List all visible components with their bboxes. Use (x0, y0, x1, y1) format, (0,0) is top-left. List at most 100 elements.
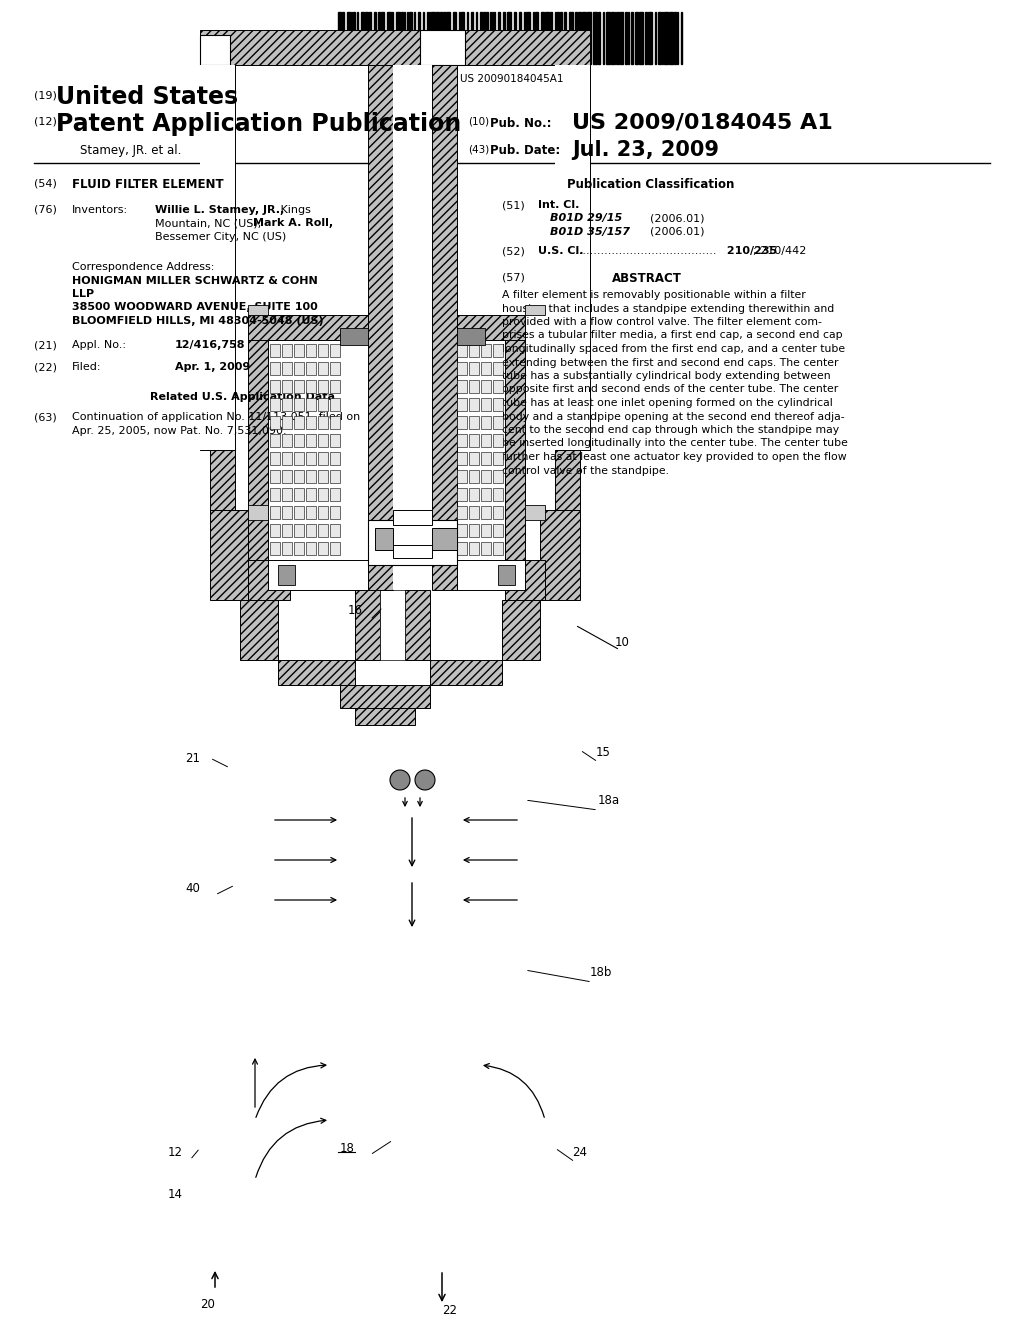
Bar (282, 380, 292, 393)
Bar (493, 399, 503, 411)
Text: US 20090184045A1: US 20090184045A1 (460, 74, 564, 84)
Bar (457, 543, 467, 554)
Text: (51): (51) (502, 201, 524, 210)
Text: US 2009/0184045 A1: US 2009/0184045 A1 (572, 112, 833, 132)
Text: B01D 35/157: B01D 35/157 (550, 227, 630, 238)
Bar (578, 12, 581, 63)
Bar (457, 488, 467, 502)
Bar (430, 660, 502, 685)
Text: (12): (12) (34, 117, 57, 127)
Bar (294, 380, 304, 393)
Bar (393, 65, 432, 590)
Text: control valve of the standpipe.: control valve of the standpipe. (502, 466, 669, 475)
Bar (318, 451, 328, 465)
Bar (282, 416, 292, 429)
Bar (469, 362, 479, 375)
Bar (361, 12, 364, 63)
Bar (431, 12, 435, 63)
Text: (2006.01): (2006.01) (650, 227, 705, 238)
Text: B01D 29/15: B01D 29/15 (550, 214, 623, 223)
Bar (469, 470, 479, 483)
Bar (457, 362, 467, 375)
Bar (330, 451, 340, 465)
Bar (483, 12, 485, 63)
Text: extending between the first and second end caps. The center: extending between the first and second e… (502, 358, 839, 367)
Bar (440, 12, 442, 63)
Bar (502, 601, 540, 660)
Bar (535, 12, 538, 63)
Text: (76): (76) (34, 205, 57, 215)
Bar (210, 510, 248, 601)
Bar (493, 362, 503, 375)
Bar (457, 345, 467, 356)
Bar (340, 685, 430, 708)
Bar (306, 362, 316, 375)
Text: 12: 12 (168, 1146, 183, 1159)
Text: 15: 15 (596, 746, 611, 759)
Text: LLP: LLP (72, 289, 94, 300)
Bar (248, 305, 268, 315)
Text: Kings: Kings (278, 205, 311, 215)
Bar (598, 12, 600, 63)
Bar (481, 434, 490, 447)
Bar (381, 12, 384, 63)
Bar (318, 543, 328, 554)
Bar (541, 12, 544, 63)
Text: be inserted longitudinally into the center tube. The center tube: be inserted longitudinally into the cent… (502, 438, 848, 449)
Bar (306, 434, 316, 447)
Text: ........................................: ........................................ (568, 246, 717, 256)
Bar (270, 345, 280, 356)
Bar (200, 30, 590, 65)
Bar (210, 450, 234, 510)
Circle shape (390, 770, 410, 789)
Bar (469, 506, 479, 519)
Bar (493, 506, 503, 519)
Bar (330, 345, 340, 356)
Bar (457, 380, 467, 393)
Bar (375, 528, 393, 550)
Bar (396, 12, 400, 63)
Bar (457, 416, 467, 429)
Bar (674, 12, 676, 63)
Bar (378, 12, 380, 63)
Text: 18a: 18a (598, 793, 621, 807)
Bar (200, 36, 230, 65)
Bar (469, 399, 479, 411)
Bar (294, 470, 304, 483)
Bar (525, 506, 545, 520)
Bar (270, 399, 280, 411)
Bar (282, 470, 292, 483)
Bar (469, 451, 479, 465)
Bar (443, 12, 445, 63)
Bar (620, 12, 623, 63)
Bar (481, 362, 490, 375)
Bar (330, 506, 340, 519)
Text: 12/416,758: 12/416,758 (175, 341, 246, 350)
Bar (432, 65, 457, 590)
Bar (282, 434, 292, 447)
Text: (54): (54) (34, 178, 57, 187)
Bar (330, 362, 340, 375)
Text: Apr. 1, 2009: Apr. 1, 2009 (175, 362, 250, 372)
Bar (387, 12, 391, 63)
Bar (330, 399, 340, 411)
Bar (342, 12, 344, 63)
Text: U.S. Cl.: U.S. Cl. (538, 246, 584, 256)
Bar (330, 416, 340, 429)
Text: 18: 18 (340, 1142, 355, 1155)
Bar (432, 528, 457, 550)
Bar (493, 470, 503, 483)
Bar (347, 12, 350, 63)
Bar (318, 524, 328, 537)
Text: A filter element is removably positionable within a filter: A filter element is removably positionab… (502, 290, 806, 300)
Bar (481, 543, 490, 554)
Bar (639, 12, 643, 63)
Bar (493, 416, 503, 429)
Text: (10): (10) (468, 117, 489, 127)
Text: Appl. No.:: Appl. No.: (72, 341, 126, 350)
Bar (240, 601, 278, 660)
Bar (555, 450, 580, 510)
Bar (575, 12, 577, 63)
Text: United States: United States (56, 84, 239, 110)
Bar (282, 543, 292, 554)
